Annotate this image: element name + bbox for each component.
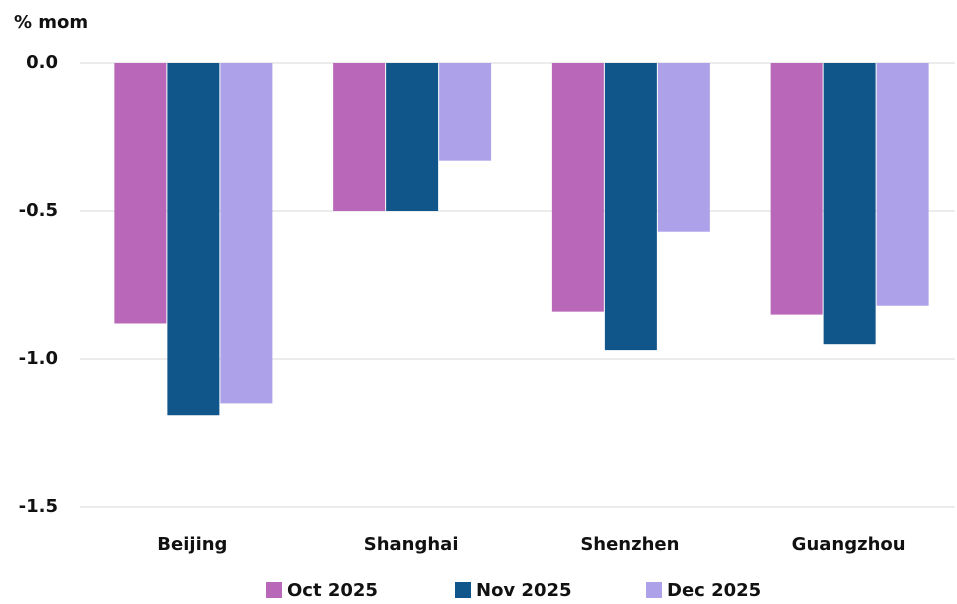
bar [770,63,823,315]
x-tick-label: Beijing [157,534,227,555]
x-tick-label: Shanghai [364,534,459,555]
y-tick-label: -1.5 [19,496,58,517]
x-tick-label: Guangzhou [792,534,906,555]
legend-label: Nov 2025 [476,580,572,601]
legend-label: Dec 2025 [667,580,761,601]
bar [604,63,657,351]
legend-swatch [266,582,282,598]
bar [876,63,929,306]
bar [657,63,710,232]
y-tick-label: 0.0 [26,52,58,73]
legend-label: Oct 2025 [287,580,378,601]
bar [167,63,220,416]
y-tick-label: -0.5 [19,200,58,221]
legend-swatch [455,582,471,598]
x-tick-label: Shenzhen [580,534,679,555]
bar [439,63,492,161]
legend-swatch [646,582,662,598]
y-axis-label: % mom [14,12,88,33]
bar [220,63,273,404]
bar [823,63,876,345]
bar [386,63,439,211]
bar [333,63,386,211]
y-tick-label: -1.0 [19,348,58,369]
bar [114,63,167,324]
bar [551,63,604,312]
